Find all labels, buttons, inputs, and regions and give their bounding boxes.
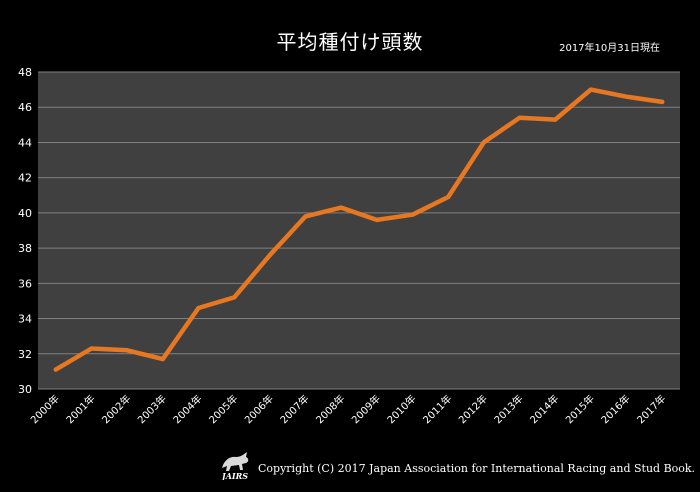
y-tick-label: 32 (18, 348, 32, 361)
x-axis: 2000年 2001年 2002年 2003年 2004年 2005年 2006年 2007年… (28, 392, 669, 426)
date-note: 2017年10月31日現在 (559, 43, 660, 54)
data-point (125, 348, 130, 353)
data-point (481, 140, 486, 145)
y-tick-label: 34 (18, 313, 32, 326)
y-tick-label: 44 (18, 136, 32, 149)
series-line (53, 87, 665, 372)
data-point (410, 212, 415, 217)
data-point (89, 346, 94, 351)
series-group (53, 87, 665, 372)
data-point (588, 87, 593, 92)
data-point (624, 94, 629, 99)
data-point (517, 115, 522, 120)
data-point (660, 99, 665, 104)
data-point (53, 367, 58, 372)
x-tick-label: 2002年 (99, 392, 133, 426)
y-tick-label: 42 (18, 172, 32, 185)
x-tick-label: 2010年 (384, 392, 418, 426)
data-point (303, 214, 308, 219)
x-tick-label: 2013年 (491, 392, 525, 426)
data-point (160, 357, 165, 362)
x-tick-label: 2003年 (135, 392, 169, 426)
x-tick-label: 2007年 (277, 392, 311, 426)
data-point (374, 217, 379, 222)
y-tick-label: 46 (18, 101, 32, 114)
x-tick-label: 2005年 (206, 392, 240, 426)
x-tick-label: 2017年 (634, 392, 668, 426)
x-tick-label: 2001年 (63, 392, 97, 426)
y-tick-label: 30 (18, 383, 32, 396)
data-point (553, 117, 558, 122)
x-tick-label: 2006年 (242, 392, 276, 426)
y-axis: 30 32 34 36 38 40 42 44 46 48 (18, 66, 32, 396)
copyright-text: Copyright (C) 2017 Japan Association for… (258, 462, 696, 475)
logo-text: JAIRS (220, 471, 248, 480)
jairs-logo: JAIRS (220, 452, 248, 480)
x-tick-label: 2016年 (598, 392, 632, 426)
plot-area (38, 72, 680, 389)
x-tick-label: 2015年 (563, 392, 597, 426)
chart-title: 平均種付け頭数 (276, 30, 424, 54)
y-tick-label: 38 (18, 242, 32, 255)
x-tick-label: 2000年 (28, 392, 62, 426)
data-point (232, 295, 237, 300)
data-point (339, 205, 344, 210)
x-tick-label: 2014年 (527, 392, 561, 426)
x-tick-label: 2009年 (349, 392, 383, 426)
x-tick-label: 2012年 (456, 392, 490, 426)
x-tick-label: 2011年 (420, 392, 454, 426)
data-point (267, 253, 272, 258)
y-tick-label: 36 (18, 277, 32, 290)
x-tick-label: 2008年 (313, 392, 347, 426)
y-tick-label: 40 (18, 207, 32, 220)
y-tick-label: 48 (18, 66, 32, 79)
x-tick-label: 2004年 (170, 392, 204, 426)
data-point (446, 195, 451, 200)
data-point (196, 305, 201, 310)
